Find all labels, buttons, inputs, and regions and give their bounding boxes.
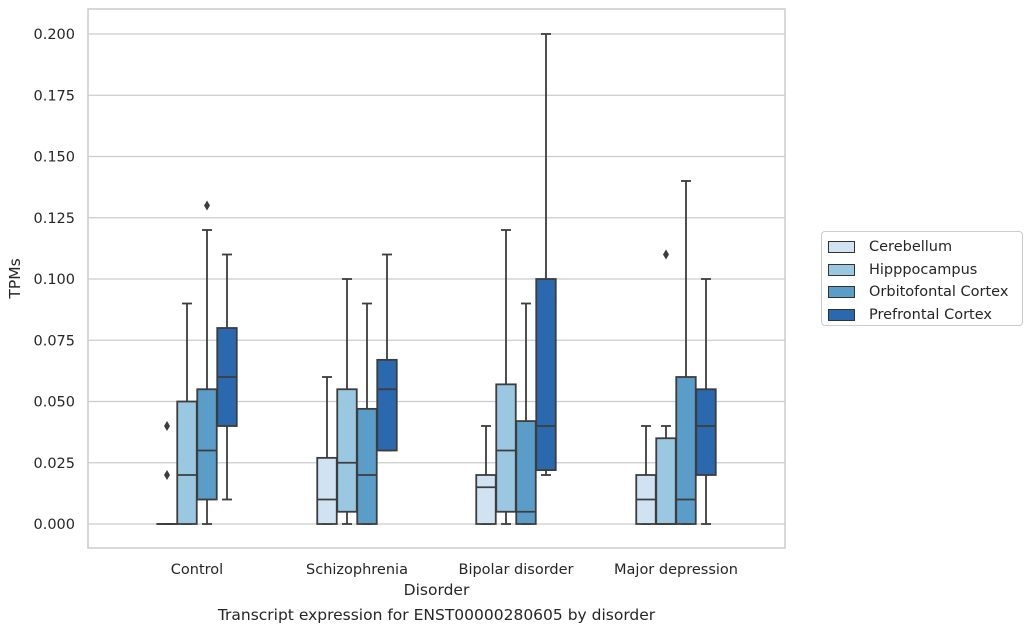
y-tick-label: 0.100 bbox=[33, 272, 75, 288]
box-body bbox=[675, 376, 697, 525]
outlier-point bbox=[204, 200, 210, 211]
box-1-3 bbox=[376, 253, 398, 452]
y-tick-label: 0.150 bbox=[33, 150, 75, 166]
box-body bbox=[695, 388, 717, 476]
outlier-point bbox=[164, 421, 170, 431]
y-tick-label: 0.075 bbox=[33, 333, 75, 349]
boxes-layer bbox=[156, 33, 717, 525]
chart-caption: Transcript expression for ENST0000028060… bbox=[217, 606, 656, 624]
legend-label: Prefrontal Cortex bbox=[869, 306, 992, 323]
y-tick-label: 0.200 bbox=[33, 27, 75, 43]
box-0-2 bbox=[196, 200, 218, 525]
box-1-1 bbox=[336, 278, 358, 525]
box-0-3 bbox=[216, 253, 238, 501]
legend-item: Orbitofontal Cortex bbox=[828, 281, 1022, 304]
x-tick-label: Bipolar disorder bbox=[459, 562, 574, 578]
box-0-0 bbox=[156, 421, 178, 525]
y-tick-label: 0.050 bbox=[33, 395, 75, 411]
box-3-1 bbox=[655, 249, 677, 525]
box-1-2 bbox=[356, 302, 378, 525]
box-1-0 bbox=[316, 376, 338, 525]
box-3-0 bbox=[635, 425, 657, 525]
box-body bbox=[655, 437, 677, 525]
outlier-point bbox=[663, 249, 669, 260]
x-tick-label: Schizophrenia bbox=[306, 562, 408, 578]
legend-label: Hipppocampus bbox=[869, 261, 978, 278]
legend-label: Orbitofontal Cortex bbox=[869, 284, 1009, 301]
y-axis-label: TPMs bbox=[6, 258, 24, 299]
box-2-1 bbox=[495, 229, 517, 525]
y-tick-label: 0.025 bbox=[33, 456, 75, 472]
box-2-3 bbox=[535, 33, 557, 476]
y-tick-label: 0.175 bbox=[33, 88, 75, 104]
legend-label: Cerebellum bbox=[869, 239, 953, 256]
y-axis-ticks: 0.000 0.025 0.050 0.075 0.100 0.125 0.150 0.175… bbox=[33, 27, 75, 533]
outlier-point bbox=[164, 470, 170, 480]
plot-frame bbox=[87, 8, 786, 549]
box-2-2 bbox=[515, 302, 537, 525]
legend-item: Cerebellum bbox=[828, 236, 1022, 259]
legend: Cerebellum Hipppocampus Orbitofontal Corte… bbox=[821, 231, 1023, 326]
x-tick-label: Major depression bbox=[614, 562, 738, 578]
box-body bbox=[495, 383, 517, 513]
box-3-3 bbox=[695, 278, 717, 525]
legend-swatch bbox=[828, 308, 855, 321]
legend-swatch bbox=[828, 241, 855, 254]
legend-swatch bbox=[828, 286, 855, 299]
box-body bbox=[176, 400, 198, 525]
legend-item: Prefrontal Cortex bbox=[828, 304, 1022, 327]
y-tick-label: 0.000 bbox=[33, 517, 75, 533]
box-body bbox=[316, 456, 338, 525]
legend-swatch bbox=[828, 263, 855, 276]
legend-item: Hipppocampus bbox=[828, 259, 1022, 282]
box-body bbox=[336, 388, 358, 513]
box-body bbox=[196, 388, 218, 501]
box-0-1 bbox=[176, 302, 198, 525]
box-3-2 bbox=[675, 180, 697, 525]
x-axis-label: Disorder bbox=[404, 581, 470, 599]
box-body bbox=[376, 358, 398, 452]
x-axis-ticks: Control Schizophrenia Bipolar disorder Majo… bbox=[171, 562, 738, 578]
box-body bbox=[475, 474, 497, 525]
box-body bbox=[515, 420, 537, 525]
x-tick-label: Control bbox=[171, 562, 223, 578]
y-tick-label: 0.125 bbox=[33, 211, 75, 227]
box-body bbox=[356, 407, 378, 525]
box-2-0 bbox=[475, 425, 497, 525]
box-body bbox=[535, 278, 557, 472]
